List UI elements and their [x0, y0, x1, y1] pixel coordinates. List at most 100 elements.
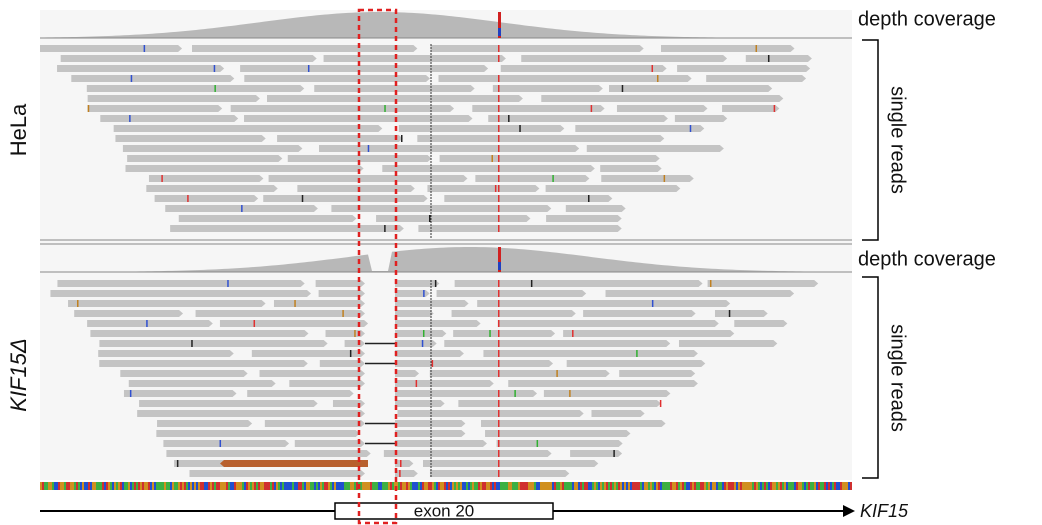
base — [114, 482, 116, 490]
base — [266, 482, 268, 490]
mismatch — [498, 460, 500, 467]
base — [342, 482, 344, 490]
base — [158, 482, 160, 490]
base — [112, 482, 114, 490]
base — [834, 482, 836, 490]
base — [274, 482, 276, 490]
base — [352, 482, 354, 490]
mismatch — [489, 330, 491, 337]
base — [544, 482, 546, 490]
base — [744, 482, 746, 490]
reads-label: single reads — [887, 86, 909, 194]
base — [422, 482, 424, 490]
base — [646, 482, 648, 490]
base — [520, 482, 522, 490]
base — [804, 482, 806, 490]
base — [812, 482, 814, 490]
base — [176, 482, 178, 490]
base — [488, 482, 490, 490]
read — [587, 145, 724, 152]
base — [806, 482, 808, 490]
base — [282, 482, 284, 490]
base — [818, 482, 820, 490]
read — [708, 280, 819, 287]
read — [220, 320, 368, 327]
base — [546, 482, 548, 490]
base — [612, 482, 614, 490]
base — [60, 482, 62, 490]
mismatch — [308, 65, 310, 72]
base — [716, 482, 718, 490]
base — [310, 482, 312, 490]
read — [444, 195, 612, 202]
mismatch — [537, 440, 539, 447]
base — [80, 482, 82, 490]
mismatch — [556, 370, 558, 377]
base — [808, 482, 810, 490]
base — [184, 482, 186, 490]
base — [236, 482, 238, 490]
base — [654, 482, 656, 490]
mismatch — [498, 470, 500, 477]
base — [210, 482, 212, 490]
base — [800, 482, 802, 490]
base — [490, 482, 492, 490]
base — [124, 482, 126, 490]
base — [674, 482, 676, 490]
mismatch — [498, 195, 500, 202]
mismatch — [519, 125, 521, 132]
base — [668, 482, 670, 490]
base — [442, 482, 444, 490]
read — [61, 55, 317, 62]
base — [692, 482, 694, 490]
mismatch — [636, 350, 638, 357]
base — [782, 482, 784, 490]
base — [392, 482, 394, 490]
read — [395, 470, 418, 477]
base — [598, 482, 600, 490]
mismatch — [591, 105, 593, 112]
base — [42, 482, 44, 490]
base — [700, 482, 702, 490]
read — [90, 330, 308, 337]
base — [630, 482, 632, 490]
base — [348, 482, 350, 490]
base — [500, 482, 502, 490]
base — [502, 482, 504, 490]
base — [830, 482, 832, 490]
read — [399, 125, 565, 132]
base — [96, 482, 98, 490]
mismatch — [423, 290, 425, 297]
coverage-snp — [498, 262, 501, 270]
base — [680, 482, 682, 490]
read — [263, 195, 427, 202]
read — [497, 440, 623, 447]
base — [382, 482, 384, 490]
base — [242, 482, 244, 490]
base — [400, 482, 402, 490]
read — [382, 165, 595, 172]
base — [718, 482, 720, 490]
base — [472, 482, 474, 490]
base — [438, 482, 440, 490]
base — [368, 482, 370, 490]
read — [88, 95, 260, 102]
read — [706, 75, 806, 82]
mismatch — [498, 115, 500, 122]
base — [632, 482, 634, 490]
base — [264, 482, 266, 490]
base — [802, 482, 804, 490]
read — [331, 205, 551, 212]
mismatch — [399, 470, 401, 477]
base — [514, 482, 516, 490]
mismatch — [652, 300, 654, 307]
base — [204, 482, 206, 490]
base — [386, 482, 388, 490]
base — [660, 482, 662, 490]
mismatch — [241, 205, 243, 212]
base — [792, 482, 794, 490]
read — [100, 115, 238, 122]
base — [696, 482, 698, 490]
read — [316, 280, 365, 287]
read — [146, 185, 277, 192]
